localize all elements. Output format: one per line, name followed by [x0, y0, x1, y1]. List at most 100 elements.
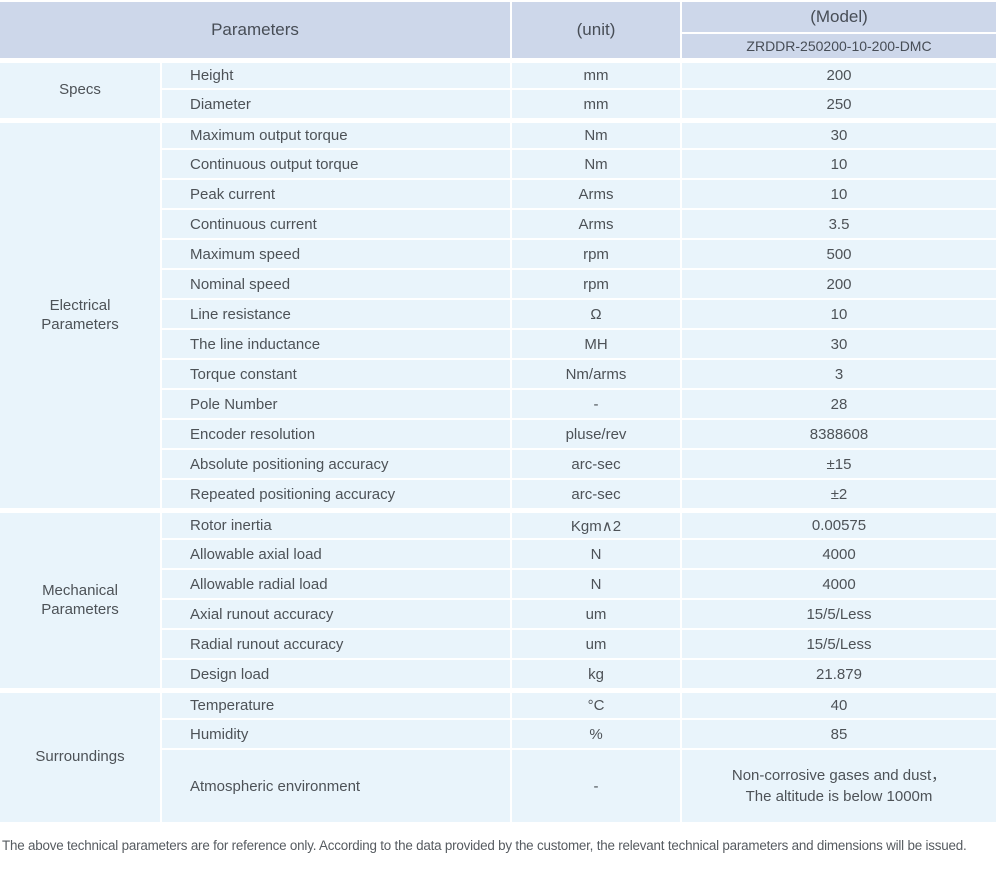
header-unit: (unit) — [512, 2, 680, 58]
category-cell: Specs — [0, 60, 160, 118]
value-cell: 40 — [682, 690, 996, 718]
table-row: Absolute positioning accuracy arc-sec ±15 — [0, 450, 996, 478]
value-cell: 21.879 — [682, 660, 996, 688]
param-cell: Line resistance — [162, 300, 510, 328]
value-cell: 15/5/Less — [682, 630, 996, 658]
param-cell: The line inductance — [162, 330, 510, 358]
table-row: Repeated positioning accuracy arc-sec ±2 — [0, 480, 996, 508]
unit-cell: - — [512, 750, 680, 822]
table-row: Maximum speed rpm 500 — [0, 240, 996, 268]
param-cell: Atmospheric environment — [162, 750, 510, 822]
table-row: Axial runout accuracy um 15/5/Less — [0, 600, 996, 628]
value-cell: 4000 — [682, 540, 996, 568]
unit-cell: Kgm∧2 — [512, 510, 680, 538]
value-cell: 4000 — [682, 570, 996, 598]
value-cell: 28 — [682, 390, 996, 418]
unit-cell: MH — [512, 330, 680, 358]
table-row: Encoder resolution pluse/rev 8388608 — [0, 420, 996, 448]
param-cell: Pole Number — [162, 390, 510, 418]
unit-cell: Nm/arms — [512, 360, 680, 388]
table-row: Design load kg 21.879 — [0, 660, 996, 688]
table-row: Nominal speed rpm 200 — [0, 270, 996, 298]
param-cell: Continuous current — [162, 210, 510, 238]
category-cell: Surroundings — [0, 690, 160, 822]
unit-cell: rpm — [512, 240, 680, 268]
table-row: Continuous output torque Nm 10 — [0, 150, 996, 178]
param-cell: Repeated positioning accuracy — [162, 480, 510, 508]
unit-cell: kg — [512, 660, 680, 688]
unit-cell: rpm — [512, 270, 680, 298]
value-cell: 8388608 — [682, 420, 996, 448]
unit-cell: pluse/rev — [512, 420, 680, 448]
param-cell: Axial runout accuracy — [162, 600, 510, 628]
value-cell: ±2 — [682, 480, 996, 508]
category-cell: Mechanical Parameters — [0, 510, 160, 688]
param-cell: Nominal speed — [162, 270, 510, 298]
header-model-number: ZRDDR-250200-10-200-DMC — [682, 34, 996, 58]
table-header: Parameters (unit) (Model) ZRDDR-250200-1… — [0, 2, 996, 58]
unit-cell: Arms — [512, 180, 680, 208]
param-cell: Rotor inertia — [162, 510, 510, 538]
value-cell: 3.5 — [682, 210, 996, 238]
value-cell: 10 — [682, 180, 996, 208]
param-cell: Allowable radial load — [162, 570, 510, 598]
table-row: Pole Number -28 — [0, 390, 996, 418]
param-cell: Maximum speed — [162, 240, 510, 268]
value-cell: 0.00575 — [682, 510, 996, 538]
table-row: Continuous current Arms 3.5 — [0, 210, 996, 238]
unit-cell: um — [512, 630, 680, 658]
table-row: Line resistance Ω 10 — [0, 300, 996, 328]
header-model: (Model) — [682, 2, 996, 32]
param-cell: Absolute positioning accuracy — [162, 450, 510, 478]
param-cell: Allowable axial load — [162, 540, 510, 568]
value-cell: 85 — [682, 720, 996, 748]
spec-table: Parameters (unit) (Model) ZRDDR-250200-1… — [0, 2, 996, 822]
table-row: Allowable axial load N 4000 — [0, 540, 996, 568]
header-parameters: Parameters — [0, 2, 510, 58]
category-cell: Electrical Parameters — [0, 120, 160, 508]
param-cell: Radial runout accuracy — [162, 630, 510, 658]
value-cell: 30 — [682, 120, 996, 148]
table-row: Atmospheric environment - Non-corrosive ga… — [0, 750, 996, 822]
unit-cell: Ω — [512, 300, 680, 328]
param-cell: Humidity — [162, 720, 510, 748]
table-row: Humidity% 85 — [0, 720, 996, 748]
value-cell: 500 — [682, 240, 996, 268]
unit-cell: N — [512, 570, 680, 598]
unit-cell: arc-sec — [512, 480, 680, 508]
table-row: Allowable radial load N 4000 — [0, 570, 996, 598]
value-cell: ±15 — [682, 450, 996, 478]
unit-cell: Nm — [512, 120, 680, 148]
spec-table-body: Specs Height mm 200 Diameter mm 250 Electrical … — [0, 60, 996, 822]
param-cell: Diameter — [162, 90, 510, 118]
unit-cell: % — [512, 720, 680, 748]
table-row: Torque constant Nm/arms 3 — [0, 360, 996, 388]
param-cell: Peak current — [162, 180, 510, 208]
param-cell: Design load — [162, 660, 510, 688]
unit-cell: °C — [512, 690, 680, 718]
unit-cell: - — [512, 390, 680, 418]
value-cell: 10 — [682, 150, 996, 178]
value-cell: Non-corrosive gases and dust， The altitu… — [682, 750, 996, 822]
param-cell: Temperature — [162, 690, 510, 718]
value-cell: 10 — [682, 300, 996, 328]
value-cell: 200 — [682, 270, 996, 298]
unit-cell: arc-sec — [512, 450, 680, 478]
unit-cell: mm — [512, 60, 680, 88]
table-row: Surroundings Temperature °C 40 — [0, 690, 996, 822]
unit-cell: N — [512, 540, 680, 568]
table-row: Diameter mm 250 — [0, 90, 996, 118]
table-row: Electrical Parameters Maximum output torq… — [0, 120, 996, 508]
value-cell: 3 — [682, 360, 996, 388]
param-cell: Continuous output torque — [162, 150, 510, 178]
param-cell: Torque constant — [162, 360, 510, 388]
table-row: Mechanical Parameters Rotor inertia Kgm∧2 0… — [0, 510, 996, 688]
table-row: Radial runout accuracy um 15/5/Less — [0, 630, 996, 658]
table-row: Specs Height mm 200 — [0, 60, 996, 118]
unit-cell: Arms — [512, 210, 680, 238]
unit-cell: Nm — [512, 150, 680, 178]
value-cell: 30 — [682, 330, 996, 358]
param-cell: Maximum output torque — [162, 120, 510, 148]
value-cell: 15/5/Less — [682, 600, 996, 628]
table-row: The line inductance MH 30 — [0, 330, 996, 358]
